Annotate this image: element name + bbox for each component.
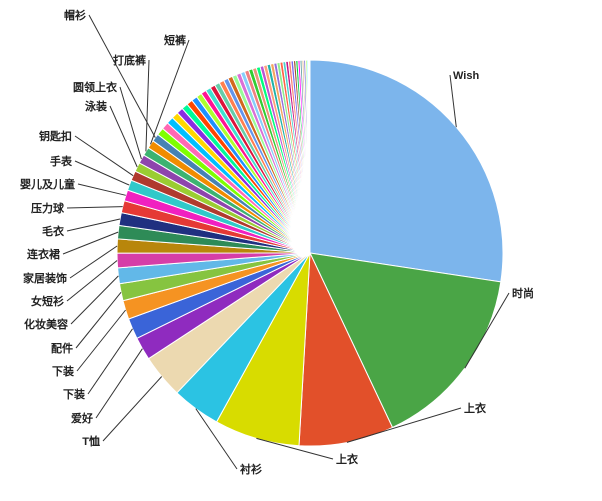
slice-label: 家居装饰 <box>23 271 67 285</box>
slice-label: 下装 <box>63 387 85 401</box>
slice-label: 打底裤 <box>113 53 146 67</box>
pie-slice[interactable] <box>309 59 504 283</box>
slice-label: 钥匙扣 <box>39 129 72 143</box>
slice-label: 压力球 <box>31 201 65 215</box>
leader-line <box>76 309 126 372</box>
leader-line <box>87 328 133 395</box>
slice-label: 短裤 <box>164 33 186 47</box>
slice-label: 圆领上衣 <box>73 80 118 94</box>
leader-line <box>88 14 156 138</box>
leader-line <box>102 376 163 442</box>
slice-label: 婴儿及儿童 <box>20 177 75 191</box>
slice-label: 化妆美容 <box>24 317 68 331</box>
slice-label: 毛衣 <box>42 224 65 238</box>
slice-label: 上衣 <box>336 452 359 466</box>
slice-label: 时尚 <box>512 286 534 300</box>
slice-label: 配件 <box>51 341 73 355</box>
leader-line <box>119 86 142 160</box>
leader-line <box>62 231 119 255</box>
slice-label: 帽衫 <box>64 8 86 22</box>
leader-line <box>77 183 126 196</box>
slice-label: 上衣 <box>464 401 487 415</box>
leader-line <box>346 407 462 443</box>
slice-label: 连衣裙 <box>27 247 60 261</box>
leader-line <box>74 160 130 186</box>
slice-label: 泳装 <box>85 99 107 113</box>
slice-label: T恤 <box>82 434 100 448</box>
pie-slice-small[interactable] <box>308 59 311 254</box>
leader-line <box>145 59 150 152</box>
slice-label: 女短衫 <box>31 294 64 308</box>
leader-line <box>66 206 123 209</box>
leader-line <box>195 408 238 470</box>
leader-line <box>70 275 119 325</box>
leader-line <box>109 105 138 168</box>
slice-label: 爱好 <box>71 411 93 425</box>
slice-label: 下装 <box>52 364 74 378</box>
slice-label: Wish <box>453 70 479 82</box>
leader-line <box>150 39 190 145</box>
leader-line <box>449 74 457 128</box>
slice-label: 衬衫 <box>240 462 262 476</box>
leader-line <box>464 292 510 369</box>
slice-label: 手表 <box>50 154 73 168</box>
leader-line <box>256 437 334 460</box>
leader-line <box>69 245 118 279</box>
leader-line <box>75 291 122 349</box>
leader-line <box>95 348 143 419</box>
leader-line <box>74 135 134 177</box>
leader-line <box>66 260 118 302</box>
leader-line <box>66 218 121 232</box>
pie-slice[interactable] <box>298 252 394 447</box>
